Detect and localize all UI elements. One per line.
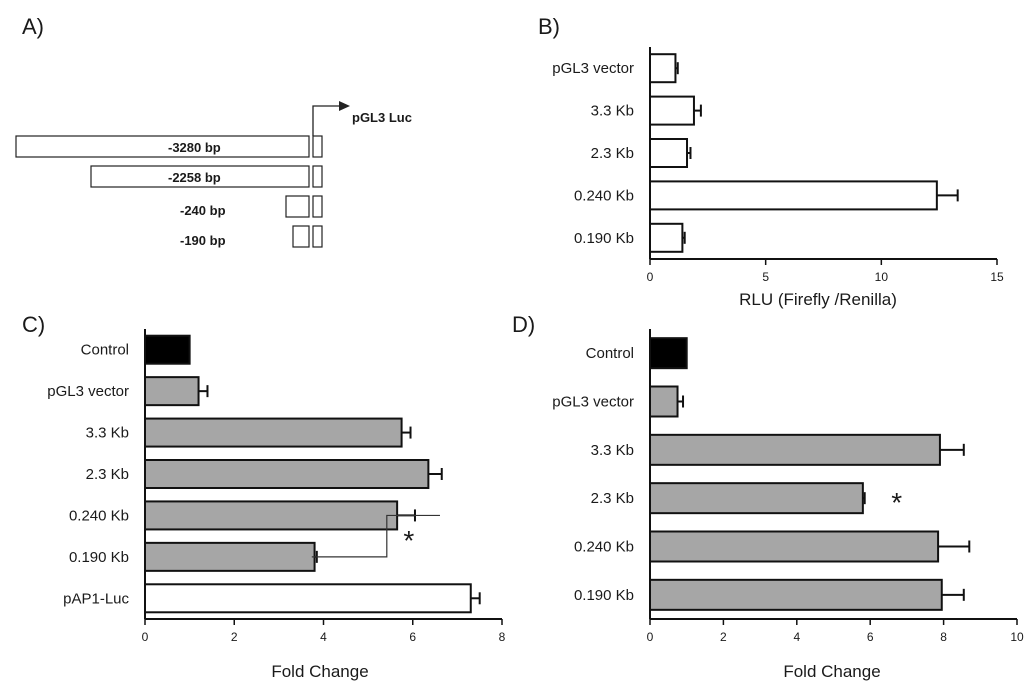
fragment-box-190 — [292, 225, 310, 248]
panel-c-letter: C) — [22, 312, 45, 337]
significance-star: * — [891, 487, 902, 518]
bar — [649, 222, 684, 253]
x-axis-label: Fold Change — [271, 662, 368, 681]
category-label: 0.240 Kb — [574, 539, 634, 556]
significance-bracket — [311, 514, 440, 558]
chart-panel-b: pGL3 vector 3.3 Kb 2.3 Kb 0.240 Kb 0.190 Kb 0… — [552, 47, 1004, 309]
x-tick-label: 6 — [867, 630, 874, 644]
category-label: 2.3 Kb — [591, 490, 634, 507]
bar — [649, 482, 864, 515]
chart-panel-c: Control pGL3 vector 3.3 Kb 2.3 Kb 0.240 Kb 0.… — [47, 329, 506, 681]
tss-arrow — [312, 105, 340, 136]
category-label: 3.3 Kb — [591, 103, 634, 120]
bar — [649, 95, 695, 126]
bar — [144, 500, 399, 531]
x-axis-label: Fold Change — [783, 662, 880, 681]
bar — [144, 541, 316, 572]
category-label: 0.240 Kb — [574, 187, 634, 204]
x-tick-label: 4 — [320, 630, 327, 644]
fragment-box-3280 — [15, 135, 310, 158]
fragment-label: -240 bp — [180, 203, 226, 218]
category-label: pGL3 vector — [552, 394, 634, 411]
bar — [144, 334, 191, 365]
x-tick-label: 10 — [875, 270, 889, 284]
x-tick-label: 5 — [762, 270, 769, 284]
bar — [649, 337, 688, 370]
significance-star: * — [403, 525, 414, 556]
category-label: 0.240 Kb — [69, 507, 129, 524]
tss-arrow-head-icon — [339, 101, 350, 111]
luc-box — [312, 195, 323, 218]
x-tick-label: 8 — [499, 630, 506, 644]
fragment-box-2258 — [90, 165, 310, 188]
fragment-box-240 — [285, 195, 310, 218]
x-tick-label: 8 — [940, 630, 947, 644]
category-label: 3.3 Kb — [86, 425, 129, 442]
panel-b-letter: B) — [538, 14, 560, 39]
bar — [649, 53, 677, 84]
promoter-diagram: -3280 bp -2258 bp -240 bp -190 bp pGL3 L… — [15, 101, 412, 248]
category-label: 0.190 Kb — [574, 587, 634, 604]
x-tick-label: 4 — [793, 630, 800, 644]
category-label: pGL3 vector — [47, 383, 129, 400]
category-label: Control — [81, 342, 129, 359]
bar — [649, 180, 938, 211]
category-label: Control — [586, 345, 634, 362]
panel-a-letter: A) — [22, 14, 44, 39]
panel-d-letter: D) — [512, 312, 535, 337]
x-tick-label: 2 — [231, 630, 238, 644]
fragment-label: -2258 bp — [168, 170, 221, 185]
category-label: pAP1-Luc — [63, 590, 129, 607]
bar — [649, 578, 943, 611]
luc-box — [312, 135, 323, 158]
chart-panel-d: Control pGL3 vector 3.3 Kb 2.3 Kb 0.240 Kb 0.… — [552, 329, 1024, 681]
x-tick-label: 10 — [1010, 630, 1024, 644]
x-tick-label: 2 — [720, 630, 727, 644]
luc-box — [312, 225, 323, 248]
bar — [649, 433, 941, 466]
x-tick-label: 0 — [647, 630, 654, 644]
category-label: 2.3 Kb — [86, 466, 129, 483]
bar — [144, 376, 200, 407]
bar — [649, 530, 940, 563]
category-label: 0.190 Kb — [574, 230, 634, 247]
x-tick-label: 6 — [409, 630, 416, 644]
bar — [144, 417, 403, 448]
x-tick-label: 15 — [990, 270, 1004, 284]
bar — [649, 138, 689, 168]
fragment-label: -190 bp — [180, 233, 226, 248]
category-label: 3.3 Kb — [591, 442, 634, 459]
x-tick-label: 0 — [142, 630, 149, 644]
category-label: pGL3 vector — [552, 60, 634, 77]
category-label: 0.190 Kb — [69, 549, 129, 566]
bar — [144, 583, 472, 614]
x-axis-label: RLU (Firefly /Renilla) — [739, 290, 897, 309]
promoter-label: pGL3 Luc — [352, 110, 412, 125]
bar — [144, 459, 430, 489]
fragment-label: -3280 bp — [168, 140, 221, 155]
category-label: 2.3 Kb — [591, 145, 634, 162]
x-tick-label: 0 — [647, 270, 654, 284]
bar — [649, 385, 679, 418]
luc-box — [312, 165, 323, 188]
